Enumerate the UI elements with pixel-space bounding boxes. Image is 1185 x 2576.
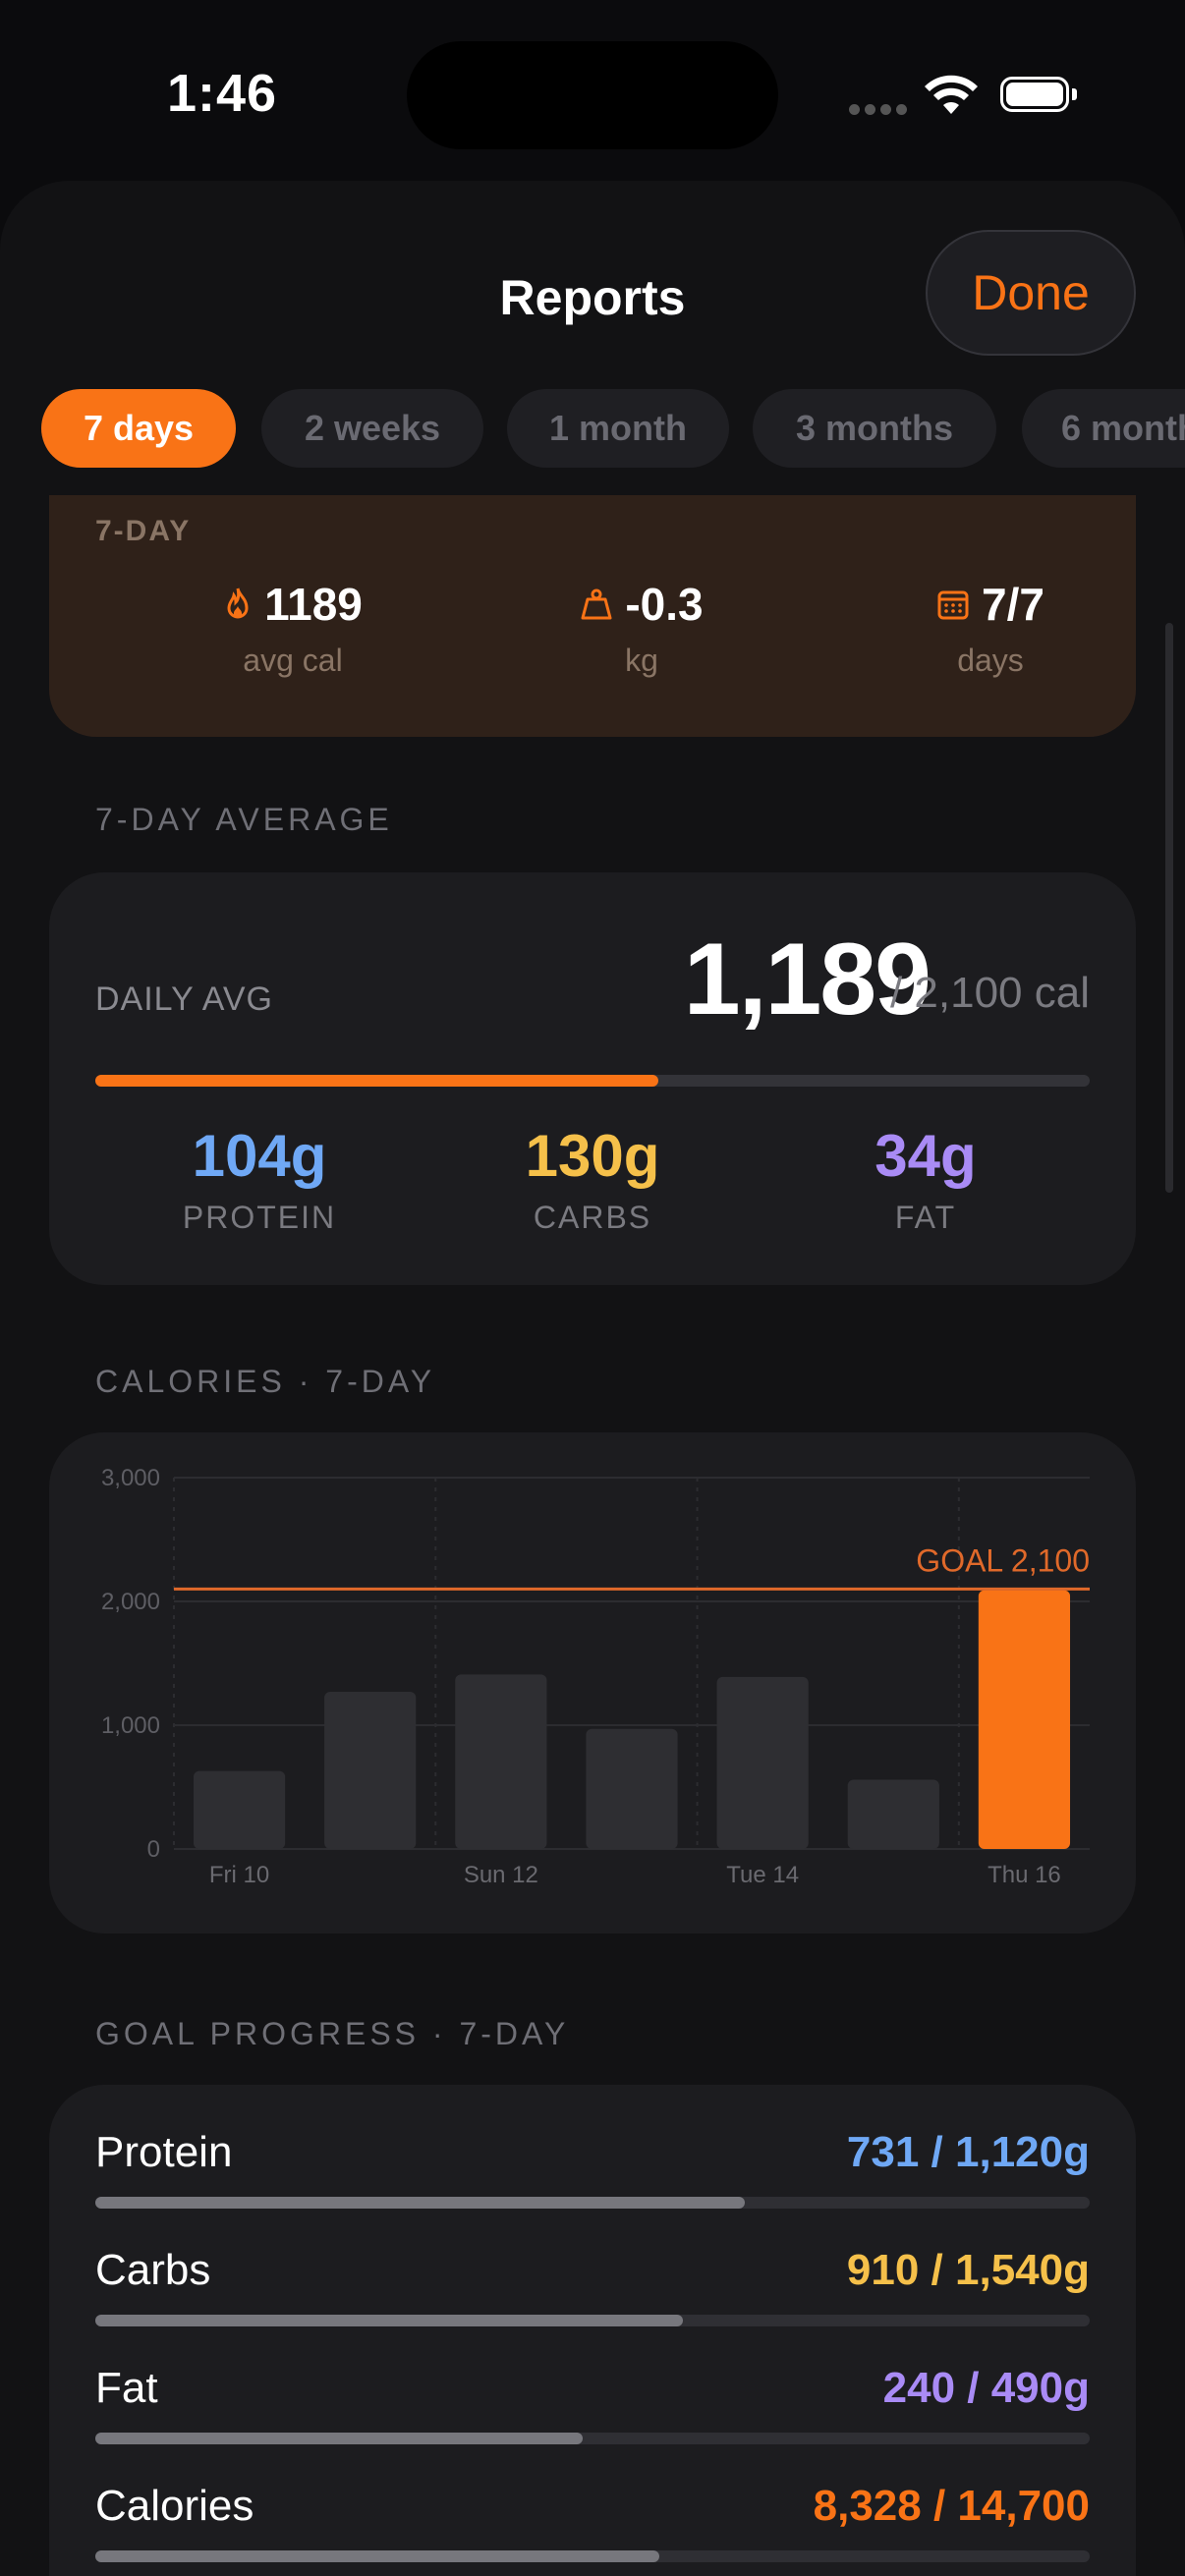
status-time: 1:46 [167, 64, 278, 123]
macro-fat-label: FAT [894, 1200, 957, 1235]
goal-row-track [95, 2315, 1090, 2326]
x-tick-label: Thu 16 [988, 1862, 1061, 1888]
goal-row-track [95, 2197, 1090, 2209]
range-tabs: 7 days 2 weeks 1 month 3 months 6 months [0, 389, 1185, 468]
daily-avg-value: 1,189 [683, 923, 931, 1036]
summary-card: 7-DAY 1189 avg cal -0.3 kg [49, 495, 1136, 737]
flame-icon [227, 588, 249, 619]
done-button[interactable]: Done [926, 230, 1136, 356]
goal-row-fill [95, 2315, 684, 2326]
macro-fat: 34g FAT [768, 1122, 1083, 1236]
summary-avg-cal: 1189 avg cal [145, 578, 440, 679]
goal-row-fat: Fat 240 / 490g [95, 2364, 1090, 2452]
wifi-icon [925, 75, 978, 114]
daily-avg-progress-fill [95, 1075, 658, 1087]
status-bar: 1:46 [0, 0, 1185, 177]
summary-weight-label: kg [625, 643, 658, 678]
tab-2-weeks[interactable]: 2 weeks [261, 389, 483, 468]
goal-row-value: 8,328 / 14,700 [813, 2482, 1090, 2530]
calories-bar-chart: 0 1,000 2,000 3,000 GOAL 2,100 Fri 10 Sun 12 Tu… [101, 1465, 1090, 1888]
summary-days-value: 7/7 [982, 579, 1044, 630]
calendar-icon [937, 590, 969, 620]
x-tick-label: Fri 10 [209, 1862, 269, 1888]
goal-row-name: Calories [95, 2482, 254, 2530]
goal-row-value: 240 / 490g [882, 2364, 1090, 2412]
y-tick-label: 0 [147, 1836, 160, 1863]
scrollbar[interactable] [1165, 623, 1173, 1193]
goal-row-name: Carbs [95, 2246, 211, 2294]
calorie-bar [193, 1770, 286, 1849]
daily-avg-progress-track [95, 1075, 1090, 1087]
y-tick-label: 1,000 [101, 1712, 160, 1739]
y-tick-label: 3,000 [101, 1465, 160, 1491]
macro-carbs-value: 130g [525, 1123, 660, 1189]
tab-7-days[interactable]: 7 days [41, 389, 236, 468]
summary-weight-value: -0.3 [625, 579, 704, 630]
battery-icon [1000, 77, 1079, 116]
x-tick-label: Sun 12 [464, 1862, 538, 1888]
calorie-bar [978, 1590, 1071, 1849]
macro-protein: 104g PROTEIN [102, 1122, 417, 1236]
macro-fat-value: 34g [875, 1123, 977, 1189]
goal-row-name: Protein [95, 2128, 233, 2176]
calorie-bar [324, 1691, 417, 1849]
goal-row-calories: Calories 8,328 / 14,700 [95, 2482, 1090, 2570]
reports-sheet: Reports Done 7 days 2 weeks 1 month 3 mo… [0, 181, 1185, 2576]
goal-progress-section-label: GOAL PROGRESS · 7-DAY [95, 2016, 570, 2051]
macro-carbs-label: CARBS [533, 1200, 652, 1235]
goal-row-protein: Protein 731 / 1,120g [95, 2128, 1090, 2216]
summary-label: 7-DAY [95, 515, 192, 547]
goal-row-value: 731 / 1,120g [846, 2128, 1090, 2176]
macro-protein-value: 104g [192, 1123, 327, 1189]
daily-avg-goal: / 2,100 cal [889, 969, 1090, 1017]
daily-avg-label: DAILY AVG [95, 980, 273, 1018]
goal-row-fill [95, 2550, 659, 2562]
weight-icon [581, 588, 612, 620]
summary-avg-cal-label: avg cal [243, 643, 343, 678]
goal-row-track [95, 2550, 1090, 2562]
average-section-label: 7-DAY AVERAGE [95, 802, 393, 837]
cellular-signal-icon [849, 104, 908, 118]
goal-row-track [95, 2433, 1090, 2444]
calorie-bar [716, 1676, 809, 1849]
goal-row-value: 910 / 1,540g [846, 2246, 1090, 2294]
goal-progress-card: Protein 731 / 1,120g Carbs 910 / 1,540g … [49, 2085, 1136, 2576]
summary-weight: -0.3 kg [494, 578, 789, 679]
page-title: Reports [499, 270, 686, 325]
calories-chart-card: 0 1,000 2,000 3,000 GOAL 2,100 Fri 10 Sun 12 Tu… [49, 1432, 1136, 1933]
tab-3-months[interactable]: 3 months [753, 389, 996, 468]
dynamic-island [407, 41, 778, 149]
calories-section-label: CALORIES · 7-DAY [95, 1364, 436, 1399]
average-card: DAILY AVG 1,189 / 2,100 cal 104g PROTEIN… [49, 872, 1136, 1285]
goal-label: GOAL 2,100 [916, 1542, 1090, 1578]
summary-days: 7/7 days [843, 578, 1138, 679]
macro-carbs: 130g CARBS [435, 1122, 750, 1236]
goal-row-fill [95, 2433, 583, 2444]
calorie-bar [586, 1728, 678, 1849]
goal-row-carbs: Carbs 910 / 1,540g [95, 2246, 1090, 2334]
tab-6-months[interactable]: 6 months [1022, 389, 1185, 468]
x-tick-label: Tue 14 [726, 1862, 799, 1888]
tab-1-month[interactable]: 1 month [507, 389, 729, 468]
goal-row-name: Fat [95, 2364, 158, 2412]
calorie-bar [847, 1779, 939, 1849]
goal-row-fill [95, 2197, 745, 2209]
summary-days-label: days [957, 643, 1024, 678]
summary-avg-cal-value: 1189 [264, 579, 363, 630]
macro-protein-label: PROTEIN [182, 1200, 337, 1235]
calorie-bar [455, 1674, 547, 1849]
y-tick-label: 2,000 [101, 1589, 160, 1615]
